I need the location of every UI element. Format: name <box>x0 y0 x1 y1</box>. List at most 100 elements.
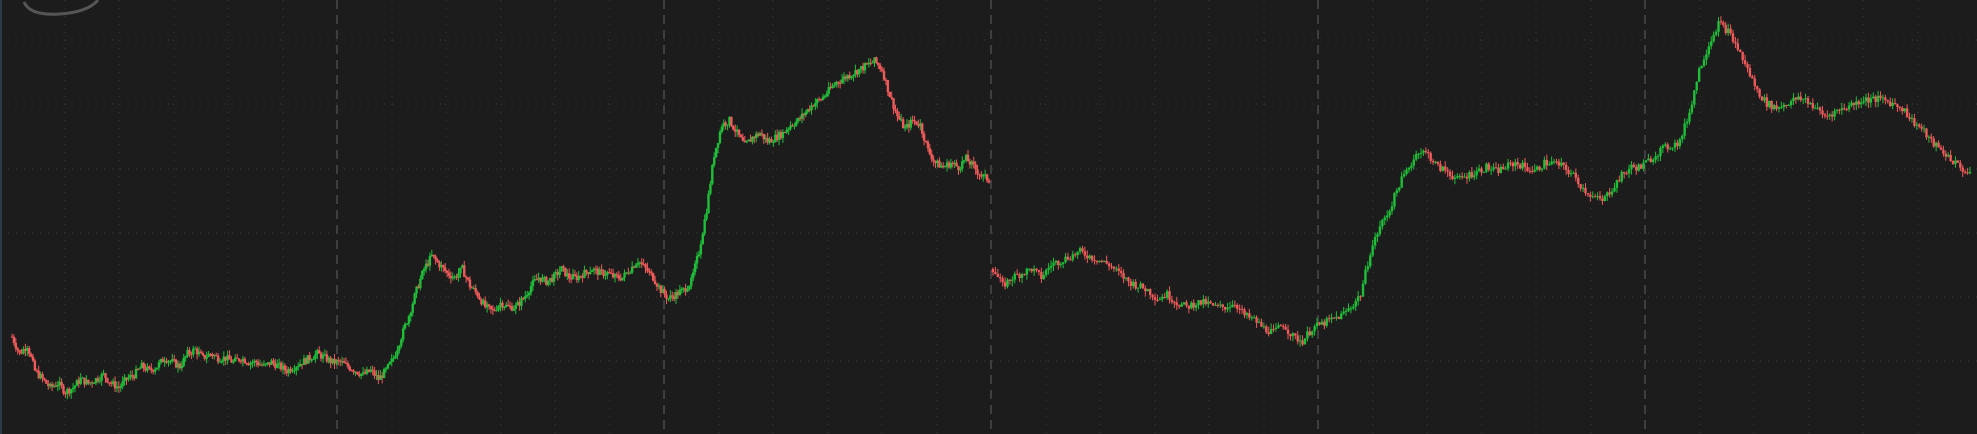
candle-body <box>426 263 430 266</box>
candle <box>1465 172 1469 184</box>
candle-body <box>1190 302 1193 309</box>
candle-body <box>921 123 924 134</box>
candle-body <box>1739 49 1742 52</box>
candle-body <box>1862 101 1865 103</box>
candle-body <box>880 69 884 72</box>
candle <box>10 333 14 338</box>
candle-body <box>1468 172 1471 179</box>
candle-body <box>270 360 273 365</box>
candle <box>571 268 575 280</box>
candle-body <box>157 362 161 368</box>
candle-body <box>1042 275 1045 280</box>
candle <box>115 381 119 393</box>
candle-body <box>1202 299 1205 305</box>
candle <box>318 346 321 354</box>
candle-body <box>1705 54 1708 60</box>
candle <box>409 311 413 322</box>
candle <box>136 368 140 371</box>
candle-body <box>222 356 226 362</box>
candle-body <box>253 360 256 363</box>
candle <box>1144 285 1147 297</box>
candle-body <box>1843 108 1846 110</box>
candle <box>1579 183 1582 192</box>
candle <box>1804 93 1807 104</box>
candle <box>388 361 392 365</box>
candle-body <box>188 350 191 354</box>
candle <box>403 322 407 330</box>
candle <box>751 136 754 145</box>
candle-body <box>1652 159 1655 163</box>
candle <box>1613 182 1616 193</box>
candle-body <box>73 385 77 388</box>
candle <box>1190 301 1193 310</box>
candle-body <box>1956 160 1960 163</box>
candle <box>640 258 643 268</box>
candle-body <box>1502 166 1505 170</box>
candle-body <box>1071 254 1075 260</box>
candle <box>478 292 481 301</box>
candle-body <box>1579 184 1582 189</box>
candle-body <box>1211 303 1215 306</box>
candle <box>1083 246 1087 260</box>
candle <box>1240 305 1244 314</box>
candle-body <box>953 162 956 164</box>
candle-body <box>686 289 689 292</box>
candle <box>1236 303 1239 313</box>
candle-body <box>1608 192 1611 195</box>
candle <box>121 376 124 390</box>
candle-body <box>1252 317 1256 319</box>
candle <box>1327 314 1331 323</box>
candle-body <box>277 362 281 364</box>
candle-body <box>199 351 203 354</box>
candle-body <box>703 219 706 234</box>
candle-body <box>461 265 464 268</box>
candle <box>1659 145 1662 162</box>
candle <box>1654 151 1657 164</box>
candle-body <box>155 367 159 370</box>
candle-body <box>405 323 409 325</box>
candle <box>373 366 376 380</box>
candle <box>1843 103 1846 111</box>
candle-body <box>1456 176 1459 178</box>
candle-body <box>884 79 888 81</box>
candle <box>243 356 247 364</box>
candle <box>529 281 533 296</box>
candle-body <box>678 290 682 296</box>
candle <box>588 266 592 275</box>
candle-body <box>810 105 813 111</box>
candle <box>526 290 529 298</box>
candle-body <box>445 270 449 273</box>
candle <box>113 376 117 393</box>
candle <box>783 131 787 134</box>
candle <box>1627 164 1631 179</box>
candle-body <box>152 370 155 372</box>
candle <box>468 276 472 291</box>
candle <box>1697 66 1701 83</box>
candle <box>300 363 304 370</box>
candle-body <box>1710 41 1713 47</box>
candle <box>1078 246 1082 255</box>
candle <box>12 334 16 346</box>
candle <box>235 353 239 359</box>
candle-body <box>478 296 481 300</box>
candle-body <box>255 360 258 363</box>
candle <box>249 361 252 370</box>
candle-body <box>1066 256 1070 260</box>
candle-body <box>432 254 435 257</box>
candle <box>1693 89 1696 108</box>
candle-body <box>14 342 18 349</box>
candle <box>1298 334 1302 347</box>
candle <box>1610 188 1614 198</box>
candle-body <box>1233 304 1237 306</box>
candle-body <box>957 166 960 171</box>
candle <box>1787 104 1790 107</box>
candle <box>1644 159 1648 163</box>
candle <box>1577 174 1580 188</box>
candle-body <box>1170 299 1174 303</box>
candle-body <box>75 380 79 386</box>
candle <box>1349 306 1353 314</box>
candle-body <box>959 168 962 171</box>
candle <box>1086 250 1089 263</box>
